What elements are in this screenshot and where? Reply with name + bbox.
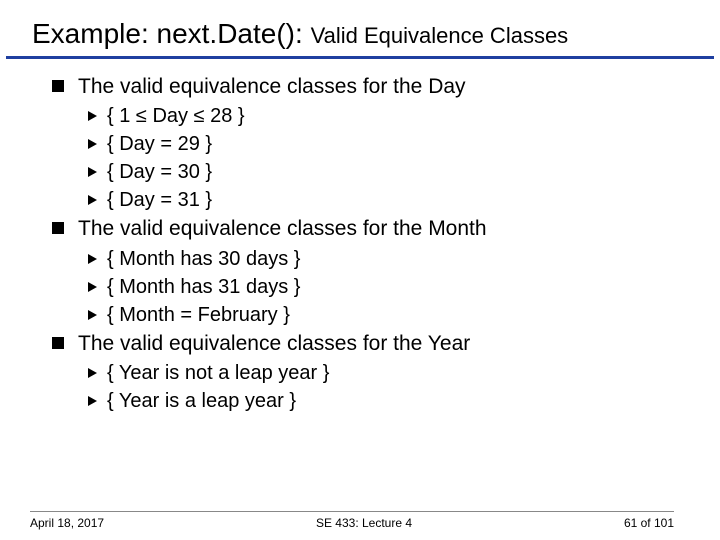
list-item: { Year is a leap year } bbox=[88, 388, 690, 414]
square-bullet-icon bbox=[52, 337, 64, 349]
heading-text: The valid equivalence classes for the Ye… bbox=[78, 330, 470, 357]
footer-course: SE 433: Lecture 4 bbox=[316, 516, 412, 530]
square-bullet-icon bbox=[52, 80, 64, 92]
section-heading: The valid equivalence classes for the Mo… bbox=[52, 215, 690, 242]
triangle-bullet-icon bbox=[88, 368, 97, 378]
item-text: { Year is not a leap year } bbox=[107, 360, 329, 386]
list-item: { Month = February } bbox=[88, 302, 690, 328]
item-text: { Month has 31 days } bbox=[107, 274, 300, 300]
item-text: { Day = 30 } bbox=[107, 159, 212, 185]
footer-divider bbox=[30, 511, 674, 512]
footer: April 18, 2017 SE 433: Lecture 4 61 of 1… bbox=[0, 511, 720, 530]
list-item: { Month has 31 days } bbox=[88, 274, 690, 300]
section-heading: The valid equivalence classes for the Ye… bbox=[52, 330, 690, 357]
list-item: { Month has 30 days } bbox=[88, 246, 690, 272]
triangle-bullet-icon bbox=[88, 396, 97, 406]
item-text: { Month = February } bbox=[107, 302, 290, 328]
item-text: { Day = 31 } bbox=[107, 187, 212, 213]
item-text: { Day = 29 } bbox=[107, 131, 212, 157]
title-main: Example: next.Date(): bbox=[32, 18, 303, 49]
triangle-bullet-icon bbox=[88, 167, 97, 177]
triangle-bullet-icon bbox=[88, 254, 97, 264]
triangle-bullet-icon bbox=[88, 139, 97, 149]
list-item: { 1 ≤ Day ≤ 28 } bbox=[88, 103, 690, 129]
item-text: { 1 ≤ Day ≤ 28 } bbox=[107, 103, 245, 129]
content-area: The valid equivalence classes for the Da… bbox=[0, 59, 720, 414]
triangle-bullet-icon bbox=[88, 195, 97, 205]
triangle-bullet-icon bbox=[88, 282, 97, 292]
heading-text: The valid equivalence classes for the Mo… bbox=[78, 215, 487, 242]
item-text: { Month has 30 days } bbox=[107, 246, 300, 272]
footer-row: April 18, 2017 SE 433: Lecture 4 61 of 1… bbox=[0, 516, 720, 530]
triangle-bullet-icon bbox=[88, 111, 97, 121]
item-text: { Year is a leap year } bbox=[107, 388, 296, 414]
footer-date: April 18, 2017 bbox=[30, 516, 104, 530]
title-sub: Valid Equivalence Classes bbox=[311, 23, 569, 48]
slide-title: Example: next.Date(): Valid Equivalence … bbox=[0, 0, 720, 56]
list-item: { Day = 31 } bbox=[88, 187, 690, 213]
heading-text: The valid equivalence classes for the Da… bbox=[78, 73, 466, 100]
list-item: { Day = 29 } bbox=[88, 131, 690, 157]
list-item: { Year is not a leap year } bbox=[88, 360, 690, 386]
list-item: { Day = 30 } bbox=[88, 159, 690, 185]
square-bullet-icon bbox=[52, 222, 64, 234]
section-heading: The valid equivalence classes for the Da… bbox=[52, 73, 690, 100]
triangle-bullet-icon bbox=[88, 310, 97, 320]
footer-page: 61 of 101 bbox=[624, 516, 674, 530]
